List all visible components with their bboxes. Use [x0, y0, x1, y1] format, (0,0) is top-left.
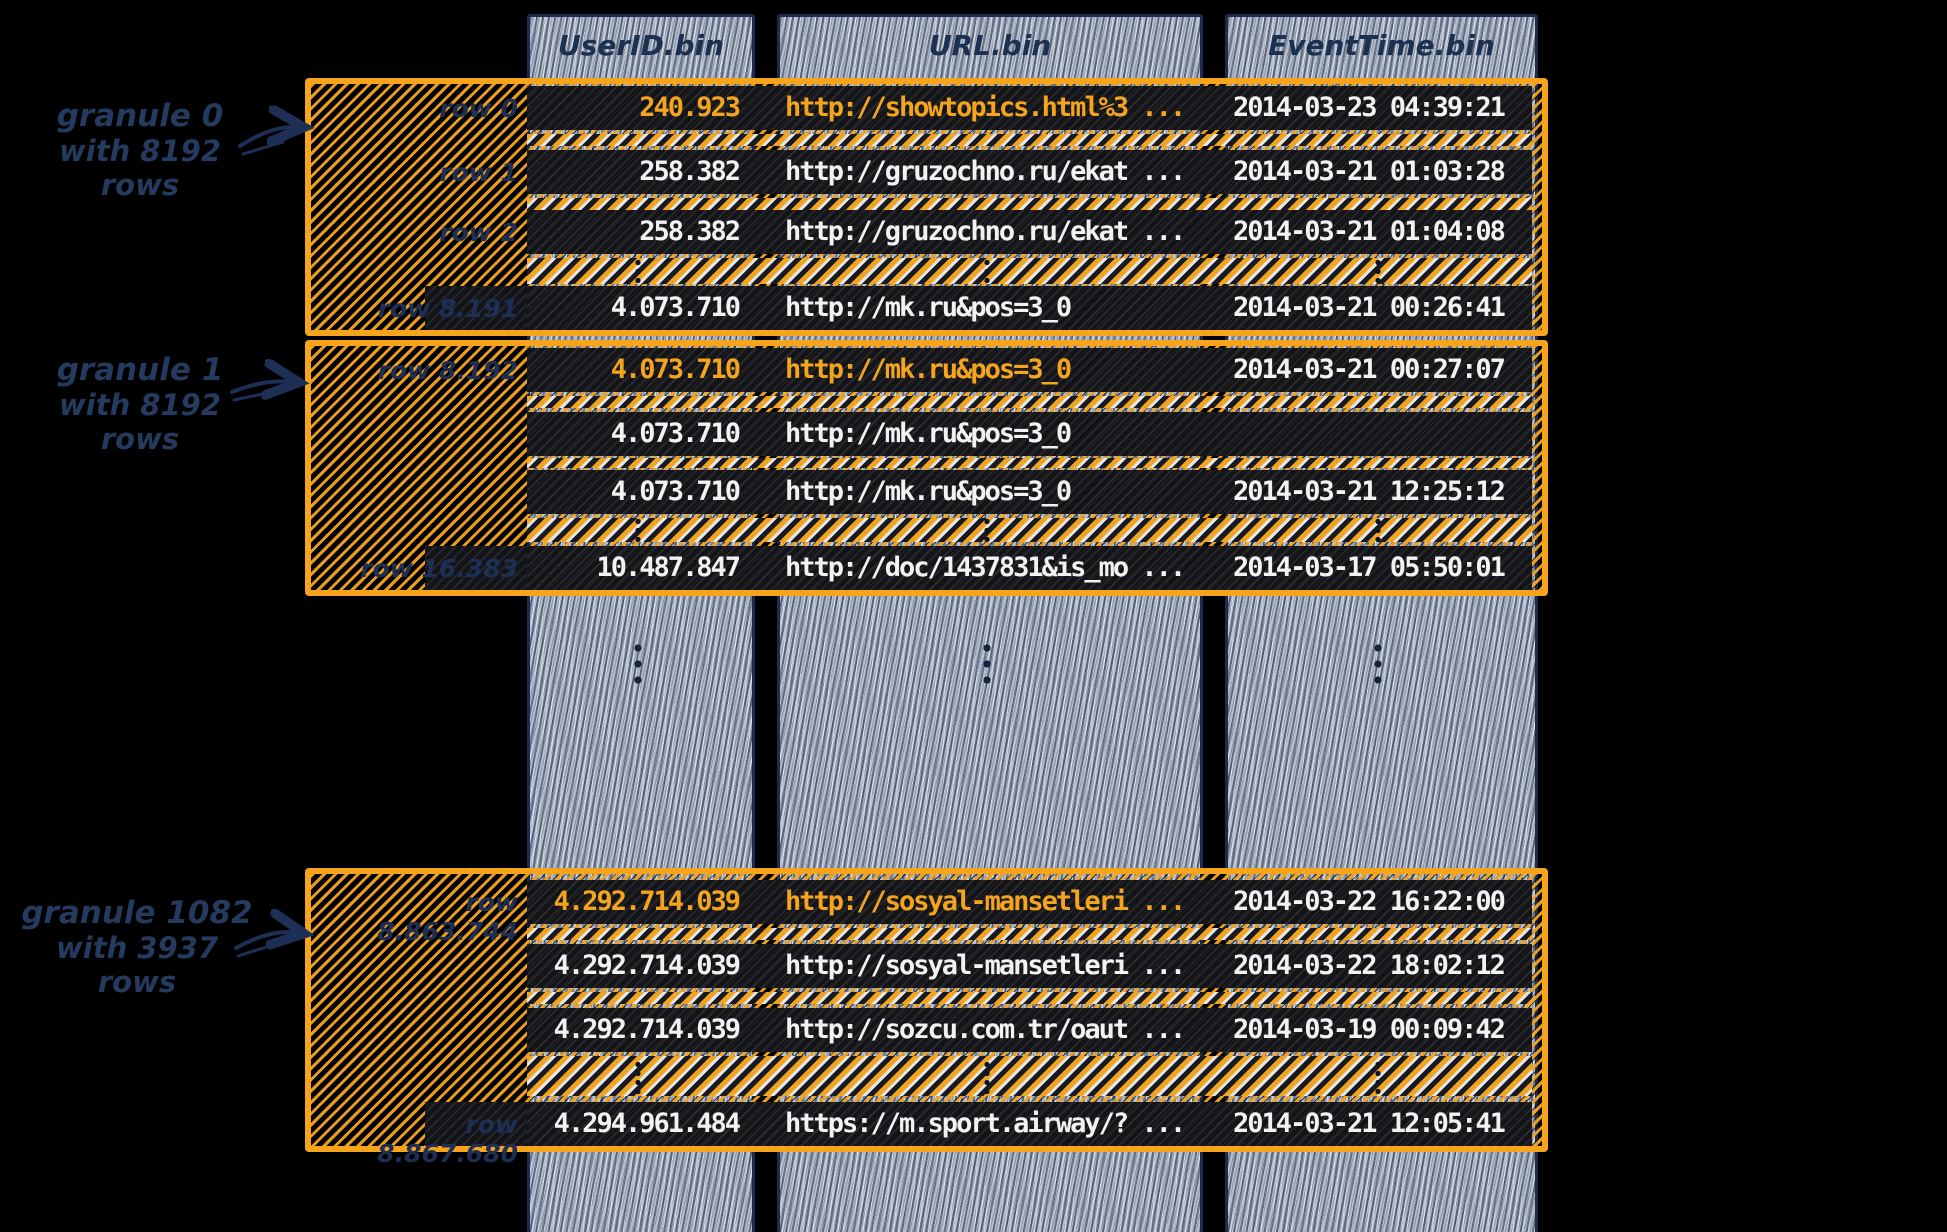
- annotation-granule-1: granule 1 with 8192 rows: [25, 352, 255, 456]
- cell-eventtime: 2014-03-23 04:39:21: [1233, 92, 1506, 123]
- row-separator: [527, 134, 1532, 146]
- cell-userid: 258.382: [639, 216, 741, 247]
- cell-eventtime: 2014-03-17 05:50:01: [1233, 552, 1506, 583]
- row-separator: [527, 458, 1532, 468]
- row-strip-extension: [425, 1102, 529, 1146]
- ellipsis-dots: [1372, 642, 1384, 690]
- ellipsis-dots: [634, 517, 642, 544]
- cell-url: http://sosyal-mansetleri ...: [785, 950, 1186, 981]
- ellipsis-dots: [983, 1060, 991, 1096]
- row-separator: [527, 198, 1532, 210]
- cell-eventtime: 2014-03-21 01:03:28: [1233, 156, 1506, 187]
- cell-userid: 240.923: [639, 92, 741, 123]
- table-row: 4.294.961.484 https://m.sport.airway/? .…: [527, 1102, 1532, 1146]
- annotation-line: granule 1082: [21, 895, 253, 931]
- row-strip-extension: [425, 286, 529, 330]
- ellipsis-dots: [634, 258, 642, 285]
- ellipsis-dots: [981, 642, 993, 690]
- cell-userid: 4.292.714.039: [553, 1014, 741, 1045]
- annotation-line: granule 0: [56, 98, 224, 134]
- ellipsis-dots: [983, 517, 991, 544]
- row-separator: [527, 992, 1532, 1004]
- table-row: 240.923 http://showtopics.html%3 ... 201…: [527, 86, 1532, 130]
- ellipsis-dots: [983, 258, 991, 285]
- ellipsis-dots: [634, 1060, 642, 1096]
- cell-url: http://sozcu.com.tr/oaut ...: [785, 1014, 1186, 1045]
- cell-eventtime: 2014-03-22 16:22:00: [1233, 886, 1506, 917]
- cell-url: http://gruzochno.ru/ekat ...: [785, 216, 1186, 247]
- table-row: 4.073.710 http://mk.ru&pos=3_0 2014-03-2…: [527, 348, 1532, 392]
- cell-eventtime: 2014-03-21 12:05:41: [1233, 1108, 1506, 1139]
- cell-url: http://mk.ru&pos=3_0: [785, 476, 1072, 507]
- row-separator: [527, 928, 1532, 940]
- cell-url: http://gruzochno.ru/ekat ...: [785, 156, 1186, 187]
- row-label: row 0: [439, 94, 518, 123]
- skipped-rows-strip: [527, 1056, 1532, 1096]
- cell-url: http://doc/1437831&is_mo ...: [785, 552, 1186, 583]
- skipped-rows-strip: [527, 518, 1532, 542]
- table-row: 258.382 http://gruzochno.ru/ekat ... 201…: [527, 210, 1532, 254]
- cell-userid: 4.073.710: [610, 418, 741, 449]
- row-label: row 8.867.680: [377, 1110, 518, 1168]
- cell-userid: 4.292.714.039: [553, 886, 741, 917]
- table-row: 4.073.710 http://mk.ru&pos=3_0 2014-03-2…: [527, 470, 1532, 514]
- cell-userid: 4.073.710: [610, 476, 741, 507]
- row-label: row 2: [439, 218, 518, 247]
- annotation-line: with 8192 rows: [58, 134, 222, 202]
- column-header-userid: UserID.bin: [557, 29, 725, 62]
- column-header-eventtime: EventTime.bin: [1268, 29, 1495, 62]
- cell-userid: 4.292.714.039: [553, 950, 741, 981]
- ellipsis-dots: [1374, 1060, 1382, 1096]
- table-row: 4.292.714.039 http://sosyal-mansetleri .…: [527, 880, 1532, 924]
- cell-url: http://sosyal-mansetleri ...: [785, 886, 1186, 917]
- annotation-line: with 8192 rows: [58, 388, 222, 456]
- cell-eventtime: 2014-03-21 01:04:08: [1233, 216, 1506, 247]
- ellipsis-dots: [1374, 517, 1382, 544]
- cell-userid: 4.073.710: [610, 354, 741, 385]
- row-label: row 8.863.744: [377, 888, 518, 946]
- row-label: row 8.192: [377, 356, 518, 385]
- table-row: 258.382 http://gruzochno.ru/ekat ... 201…: [527, 150, 1532, 194]
- row-label: row 1: [439, 158, 518, 187]
- row-label: row 16.383: [360, 554, 518, 583]
- cell-eventtime: 2014-03-22 18:02:12: [1233, 950, 1506, 981]
- cell-userid: 10.487.847: [596, 552, 741, 583]
- cell-url: https://m.sport.airway/? ...: [785, 1108, 1186, 1139]
- annotation-line: granule 1: [56, 352, 224, 388]
- ellipsis-dots: [1374, 258, 1382, 285]
- cell-userid: 4.294.961.484: [553, 1108, 741, 1139]
- annotation-granule-0: granule 0 with 8192 rows: [20, 98, 260, 202]
- table-row: 4.073.710 http://mk.ru&pos=3_0 2014-03-2…: [527, 286, 1532, 330]
- skipped-rows-strip: [527, 258, 1532, 284]
- table-row: 4.073.710 http://mk.ru&pos=3_0: [527, 412, 1532, 456]
- cell-url: http://showtopics.html%3 ...: [785, 92, 1186, 123]
- cell-eventtime: 2014-03-21 00:26:41: [1233, 292, 1506, 323]
- cell-url: http://mk.ru&pos=3_0: [785, 292, 1072, 323]
- row-label: row 8.191: [377, 294, 518, 323]
- table-row: 10.487.847 http://doc/1437831&is_mo ... …: [527, 546, 1532, 590]
- ellipsis-dots: [632, 642, 644, 690]
- row-strip-extension: [425, 546, 529, 590]
- cell-url: http://mk.ru&pos=3_0: [785, 418, 1072, 449]
- cell-userid: 4.073.710: [610, 292, 741, 323]
- annotation-granule-1082: granule 1082 with 3937 rows: [12, 895, 262, 999]
- cell-eventtime: 2014-03-21 00:27:07: [1233, 354, 1506, 385]
- cell-eventtime: 2014-03-19 00:09:42: [1233, 1014, 1506, 1045]
- table-row: 4.292.714.039 http://sosyal-mansetleri .…: [527, 944, 1532, 988]
- annotation-line: with 3937 rows: [55, 931, 219, 999]
- table-row: 4.292.714.039 http://sozcu.com.tr/oaut .…: [527, 1008, 1532, 1052]
- cell-userid: 258.382: [639, 156, 741, 187]
- column-header-url: URL.bin: [928, 29, 1052, 62]
- row-separator: [527, 396, 1532, 408]
- cell-url: http://mk.ru&pos=3_0: [785, 354, 1072, 385]
- cell-eventtime: 2014-03-21 12:25:12: [1233, 476, 1506, 507]
